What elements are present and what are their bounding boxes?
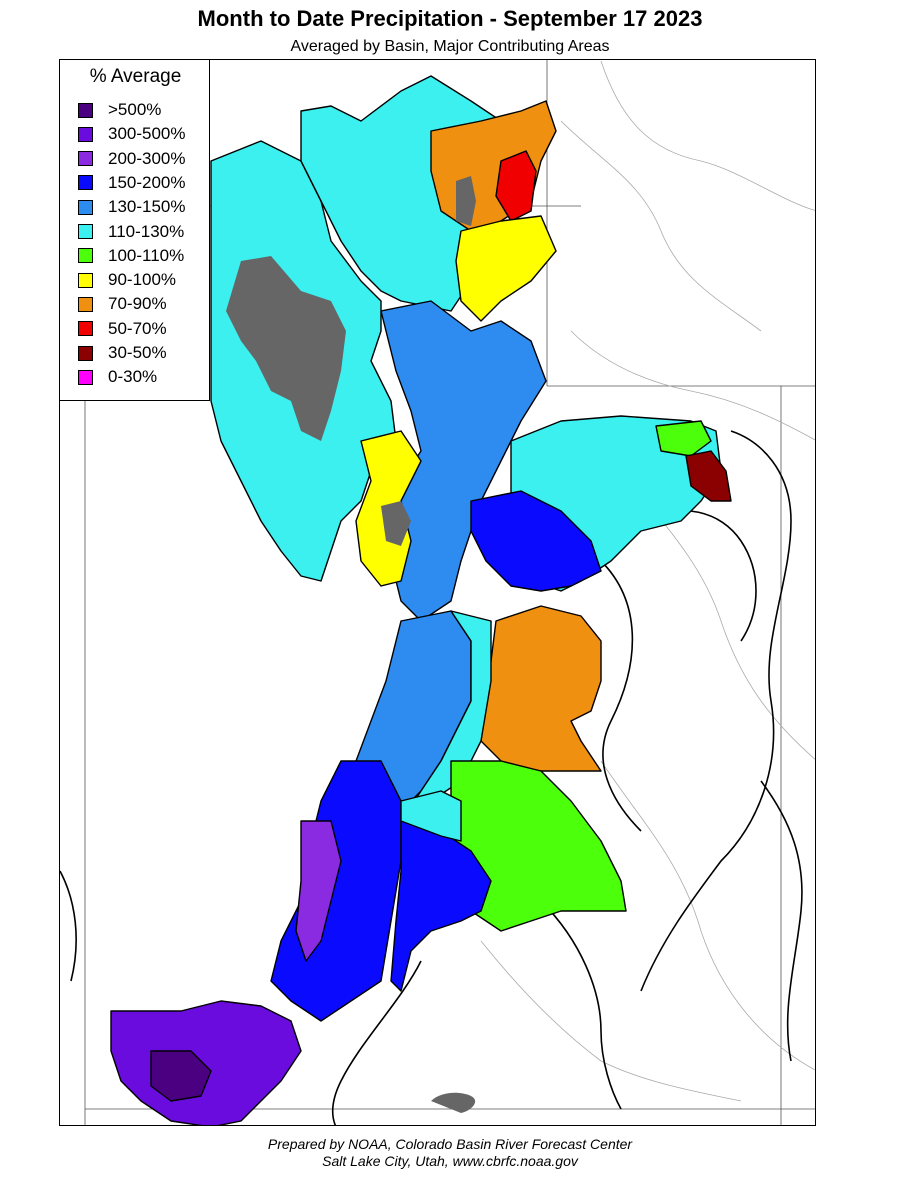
legend-item: 110-130%	[78, 222, 184, 242]
legend-label: 0-30%	[108, 367, 158, 387]
basin-mid-south-cyan	[400, 790, 462, 842]
map-subtitle: Averaged by Basin, Major Contributing Ar…	[290, 38, 610, 55]
legend-swatch	[78, 369, 93, 385]
legend-swatch	[78, 102, 93, 118]
legend-label: 150-200%	[108, 172, 186, 192]
legend: % Average >500% 300-500% 200-300% 150-200% 1…	[59, 59, 210, 401]
basin-boundary	[540, 900, 622, 1110]
legend-item: 0-30%	[78, 367, 157, 387]
river-line	[600, 760, 815, 1071]
legend-label: 70-90%	[108, 294, 167, 314]
legend-swatch	[78, 224, 93, 239]
legend-item: 300-500%	[78, 124, 186, 144]
basin-violet-strip	[295, 820, 342, 962]
river-line	[560, 120, 762, 332]
basin-boundary	[331, 960, 422, 1125]
legend-item: 130-150%	[78, 197, 186, 217]
legend-label: 100-110%	[108, 245, 185, 265]
legend-swatch	[78, 321, 93, 337]
legend-swatch	[78, 126, 93, 142]
basin-southwest-dark-purple	[150, 1050, 212, 1102]
footer-location: Salt Lake City, Utah, www.cbrfc.noaa.gov	[322, 1153, 578, 1169]
basin-uinta-blue	[470, 490, 602, 592]
basin-boundary	[60, 870, 77, 982]
basin-southern-blue	[270, 760, 402, 1022]
legend-item: 200-300%	[78, 149, 186, 169]
basin-boundary	[760, 780, 803, 1062]
basin-green-patch-ne	[655, 420, 712, 457]
basin-southwest-purple	[110, 1000, 302, 1125]
basin-boundary	[640, 430, 792, 992]
lake-powell-no-data	[431, 1092, 476, 1113]
legend-item: 50-70%	[78, 319, 167, 339]
map-title: Month to Date Precipitation - September …	[197, 6, 703, 31]
basin-boundary	[600, 560, 642, 832]
flaming-gorge-no-data	[456, 176, 476, 226]
basin-boundary	[640, 509, 757, 642]
legend-item: >500%	[78, 100, 161, 120]
basin-price-san-rafael-orange	[480, 605, 602, 772]
legend-swatch	[78, 248, 93, 264]
river-line	[570, 330, 815, 441]
legend-item: 100-110%	[78, 246, 184, 266]
legend-item: 30-50%	[78, 343, 167, 363]
legend-label: 30-50%	[108, 343, 167, 362]
legend-swatch	[78, 296, 93, 312]
river-line	[480, 940, 742, 1102]
legend-swatch	[78, 199, 93, 215]
basin-mid-south-blue	[390, 820, 492, 992]
precipitation-map	[60, 60, 815, 1125]
legend-item: 70-90%	[78, 294, 167, 314]
footer-credit: Prepared by NOAA, Colorado Basin River F…	[267, 1136, 633, 1152]
great-salt-lake-no-data	[226, 256, 346, 441]
no-data-areas	[226, 176, 476, 1113]
river-line	[600, 60, 815, 211]
map-area[interactable]	[59, 59, 816, 1126]
legend-swatch	[78, 175, 93, 191]
legend-swatch	[78, 345, 93, 361]
basin-yellow-green	[455, 215, 557, 322]
legend-swatch	[78, 151, 93, 167]
legend-label: >500%	[108, 100, 162, 119]
legend-item: 150-200%	[78, 173, 186, 193]
legend-label: 90-100%	[108, 270, 177, 290]
basin-regions	[110, 75, 732, 1125]
basin-boundaries	[60, 430, 803, 1125]
legend-title: % Average	[89, 66, 182, 87]
utah-lake-no-data	[381, 501, 411, 546]
legend-swatch	[78, 272, 93, 288]
legend-label: 50-70%	[108, 318, 167, 338]
basin-dark-red-ne	[685, 450, 732, 502]
legend-label: 200-300%	[108, 148, 186, 168]
legend-label: 300-500%	[108, 124, 186, 144]
legend-label: 130-150%	[108, 197, 186, 217]
legend-item: 90-100%	[78, 270, 176, 290]
basin-red-area	[495, 150, 537, 222]
legend-label: 110-130%	[108, 221, 185, 241]
